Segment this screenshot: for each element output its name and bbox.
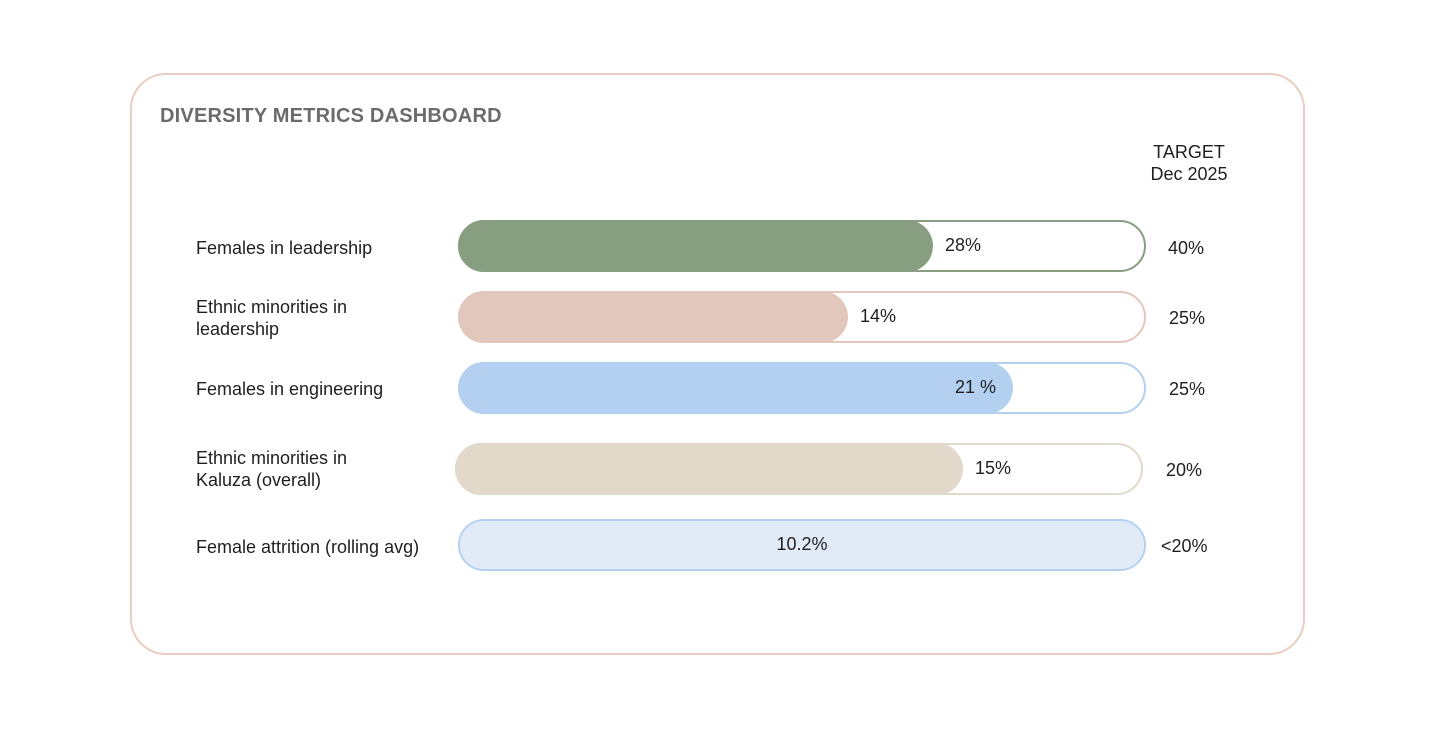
metric-bar-females-engineering: 21 % xyxy=(457,361,1146,414)
metric-bar-females-leadership: 28% xyxy=(457,219,1146,272)
dashboard-title: DIVERSITY METRICS DASHBOARD xyxy=(160,105,502,127)
metric-label-females-leadership: Females in leadership xyxy=(196,238,373,258)
metric-target: 25% xyxy=(1169,379,1206,399)
metric-target: 20% xyxy=(1166,460,1203,480)
metric-target: <20% xyxy=(1161,536,1208,556)
metric-bar-female-attrition: 10.2% xyxy=(458,519,1146,571)
metric-value: 28% xyxy=(945,235,982,255)
metric-value: 10.2% xyxy=(776,534,828,554)
metric-value: 21 % xyxy=(955,377,997,397)
target-header-date: Dec 2025 xyxy=(1150,164,1228,184)
target-column-header: TARGET Dec 2025 xyxy=(1130,141,1248,185)
metric-fill xyxy=(454,442,963,495)
target-header-label: TARGET xyxy=(1153,142,1225,162)
metric-value: 14% xyxy=(860,306,897,326)
metric-label-ethnic-overall: Ethnic minorities in Kaluza (overall) xyxy=(196,448,348,490)
metric-target: 40% xyxy=(1168,238,1205,258)
metric-label-female-attrition: Female attrition (rolling avg) xyxy=(196,537,420,557)
metric-fill xyxy=(457,290,848,343)
metric-target: 25% xyxy=(1169,308,1206,328)
metric-fill xyxy=(457,361,1013,414)
metric-fill xyxy=(460,521,1144,569)
metric-fill xyxy=(457,219,933,272)
metric-bar-ethnic-overall: 15% xyxy=(454,442,1143,495)
metric-label-ethnic-leadership: Ethnic minorities in leadership xyxy=(196,297,348,339)
metric-bar-ethnic-leadership: 14% xyxy=(457,290,1146,343)
metric-value: 15% xyxy=(975,458,1012,478)
metric-label-females-engineering: Females in engineering xyxy=(196,379,384,399)
